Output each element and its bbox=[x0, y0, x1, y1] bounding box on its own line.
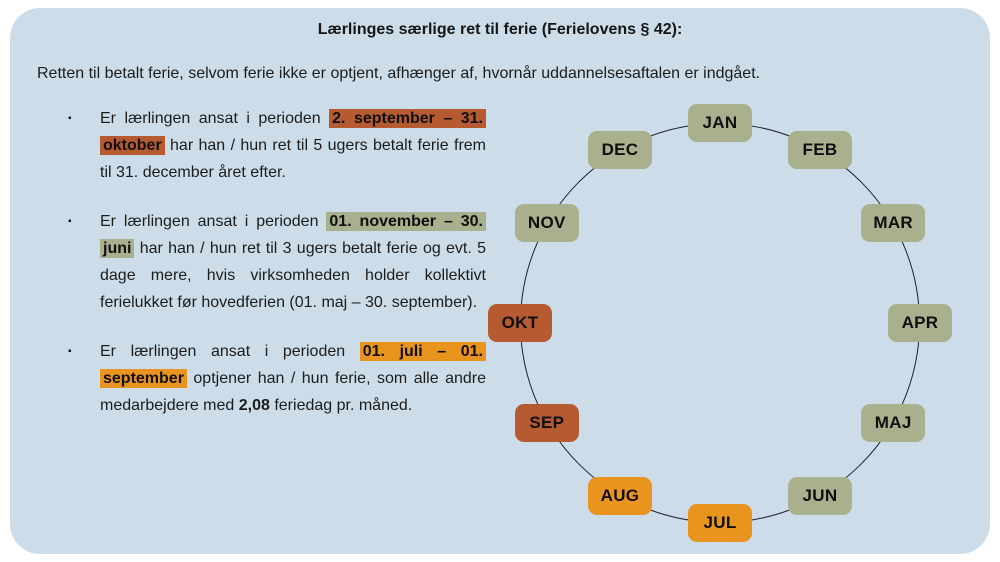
bullet-item: ▪ Er lærlingen ansat i perioden 01. juli … bbox=[68, 338, 486, 419]
bullet-item: ▪ Er lærlingen ansat i perioden 01. novem… bbox=[68, 208, 487, 316]
bullet-text: Er lærlingen ansat i perioden 01. juli –… bbox=[100, 338, 486, 419]
bullet-text: Er lærlingen ansat i perioden 2. septemb… bbox=[100, 105, 486, 186]
page-title: Lærlinges særlige ret til ferie (Ferielo… bbox=[317, 21, 683, 38]
text-segment: Er lærlingen ansat i perioden bbox=[100, 110, 330, 127]
month-feb: FEB bbox=[788, 130, 852, 169]
intro-text: Retten til betalt ferie, selvom ferie ik… bbox=[37, 65, 761, 82]
text-segment: har han / hun ret til 3 ugers betalt fer… bbox=[100, 240, 486, 311]
month-aug: AUG bbox=[588, 477, 652, 516]
month-circle-diagram: JAN FEB MAR APR MAJ JUN JUL AUG SEP OKT NOV DEC bbox=[10, 8, 990, 554]
bullet-marker: ▪ bbox=[68, 346, 72, 357]
month-jul: JUL bbox=[688, 504, 752, 542]
month-jan: JAN bbox=[688, 104, 752, 142]
month-jun: JUN bbox=[788, 477, 852, 516]
month-nov: NOV bbox=[514, 204, 579, 242]
bullet-item: ▪ Er lærlingen ansat i perioden 2. septem… bbox=[68, 105, 486, 186]
text-segment: ferie­dag pr. måned. bbox=[269, 397, 413, 414]
month-apr: APR bbox=[888, 304, 952, 342]
bullet-marker: ▪ bbox=[68, 216, 72, 227]
text-segment: har han / hun ret til 5 ugers betalt fer… bbox=[100, 137, 486, 181]
info-card: Lærlinges særlige ret til ferie (Ferielo… bbox=[10, 8, 990, 554]
calendar-circle bbox=[520, 123, 920, 523]
month-maj: MAJ bbox=[861, 404, 926, 442]
month-sep: SEP bbox=[514, 404, 579, 442]
bullet-list: ▪ Er lærlingen ansat i perioden 2. septem… bbox=[68, 105, 487, 441]
bullet-text: Er lærlingen ansat i perioden 01. novem­… bbox=[100, 208, 487, 316]
month-dec: DEC bbox=[588, 130, 652, 169]
bullet-marker: ▪ bbox=[68, 113, 72, 124]
text-segment: Er lærlingen ansat i perioden bbox=[100, 343, 360, 360]
text-segment: Er lærlingen ansat i perioden bbox=[100, 213, 327, 230]
month-okt: OKT bbox=[488, 304, 552, 342]
text-segment: 2,08 bbox=[238, 397, 270, 414]
month-mar: MAR bbox=[861, 204, 926, 242]
text-segment: optjener han / hun ferie, som alle andre… bbox=[100, 370, 486, 414]
